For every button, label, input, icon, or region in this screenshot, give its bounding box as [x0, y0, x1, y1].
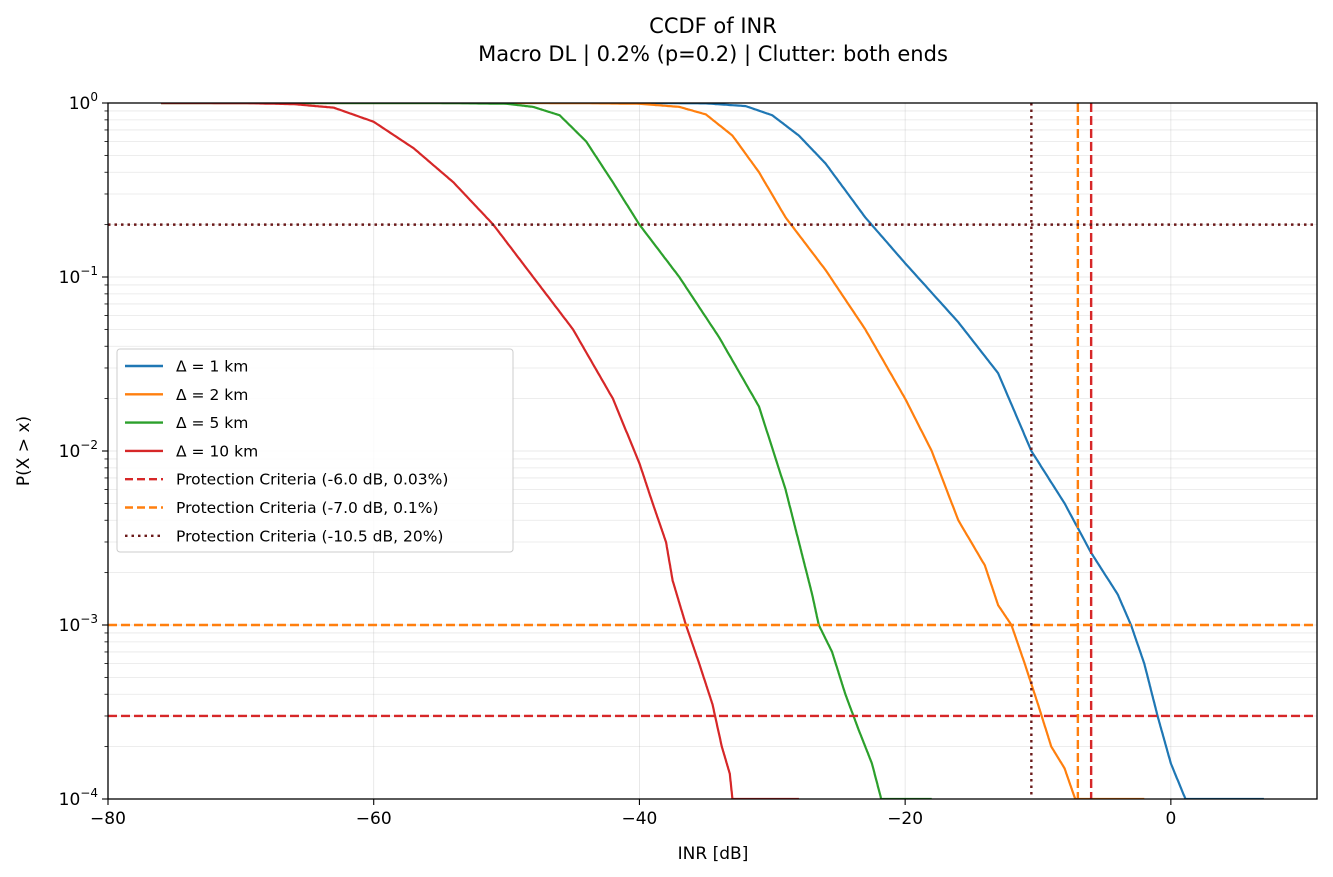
x-tick-label: −20	[887, 809, 923, 829]
chart-title: CCDF of INR	[649, 14, 777, 38]
y-tick-label: 10−2	[59, 438, 98, 462]
y-axis-label: P(X > x)	[14, 416, 34, 486]
x-tick-label: 0	[1165, 809, 1176, 829]
legend-label: Δ = 2 km	[176, 386, 248, 404]
series-line-1	[161, 103, 1264, 799]
x-tick-label: −80	[90, 809, 126, 829]
legend-label: Δ = 10 km	[176, 442, 258, 460]
y-tick-label: 100	[69, 90, 98, 114]
series-layer	[108, 103, 1317, 799]
x-axis-label: INR [dB]	[678, 844, 749, 864]
legend-label: Protection Criteria (-10.5 dB, 20%)	[176, 527, 443, 545]
y-tick-label: 10−3	[59, 612, 98, 636]
chart-subtitle: Macro DL | 0.2% (p=0.2) | Clutter: both …	[478, 42, 948, 67]
legend: Δ = 1 km Δ = 2 km Δ = 5 km Δ = 10 km Protect…	[116, 348, 514, 553]
legend-label: Δ = 1 km	[176, 358, 248, 376]
legend-label: Protection Criteria (-7.0 dB, 0.1%)	[176, 499, 439, 517]
y-tick-label: 10−4	[59, 786, 98, 810]
x-tick-label: −40	[621, 809, 657, 829]
legend-frame	[116, 348, 514, 553]
series-line-2	[161, 103, 1145, 799]
series-line-4	[161, 103, 799, 799]
axis-ticks: −80 −60 −40 −20 0 100 10−1 10−2 10−3 10−4	[59, 90, 1177, 829]
x-tick-label: −60	[356, 809, 392, 829]
legend-label: Δ = 5 km	[176, 414, 248, 432]
legend-label: Protection Criteria (-6.0 dB, 0.03%)	[176, 471, 448, 489]
series-line-3	[161, 103, 932, 799]
y-tick-label: 10−1	[59, 264, 98, 288]
